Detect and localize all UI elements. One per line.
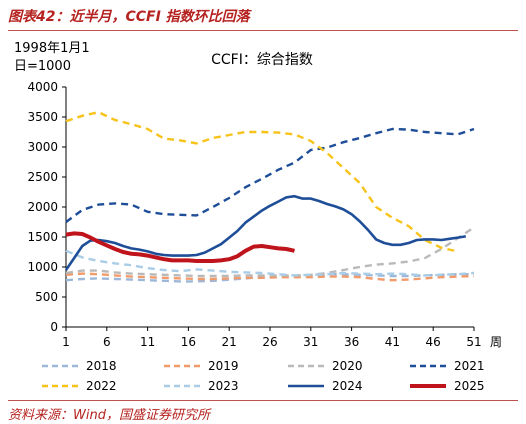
x-tick-label: 36 (344, 335, 359, 349)
legend-label-2019: 2019 (208, 359, 239, 373)
x-tick-label: 16 (181, 335, 196, 349)
x-tick-label: 26 (262, 335, 277, 349)
x-tick-label: 21 (222, 335, 237, 349)
series-line-2021 (65, 127, 475, 223)
y-tick-label: 0 (50, 320, 58, 334)
y-tick-label: 3000 (27, 140, 58, 154)
source-note: 资料来源：Wind，国盛证券研究所 (8, 408, 210, 423)
chart-title: CCFI：综合指数 (211, 52, 313, 68)
legend-label-2021: 2021 (454, 359, 485, 373)
y-tick-label: 3500 (27, 110, 58, 124)
y-tick-label: 2500 (27, 170, 58, 184)
x-tick-label: 41 (385, 335, 400, 349)
x-tick-label: 11 (140, 335, 155, 349)
y-tick-label: 1000 (27, 260, 58, 274)
series-line-2023 (65, 249, 475, 277)
chart-legend: 2018 2019 2020 2021 2022 2023 2024 2025 (42, 359, 485, 393)
legend-label-2018: 2018 (86, 359, 117, 373)
series-line-2019 (65, 272, 475, 282)
legend-label-2024: 2024 (332, 379, 363, 393)
base-note-line1: 1998年1月1 (14, 41, 90, 56)
x-tick-label: 51 (466, 335, 481, 349)
footer-rule (8, 400, 518, 401)
legend-label-2023: 2023 (208, 379, 239, 393)
series-line-2020 (65, 226, 475, 278)
x-axis-label: 周 (490, 335, 502, 349)
legend-label-2022: 2022 (86, 379, 117, 393)
y-tick-label: 1500 (27, 230, 58, 244)
chart-series-lines (64, 110, 475, 283)
legend-label-2020: 2020 (332, 359, 363, 373)
series-line-2025 (65, 231, 295, 263)
base-note-line2: 日=1000 (14, 59, 71, 74)
x-tick-label: 46 (426, 335, 441, 349)
series-line-2024 (64, 194, 466, 271)
series-line-2022 (65, 110, 458, 253)
x-tick-label: 31 (303, 335, 318, 349)
page-title: 图表42：近半月，CCFI 指数环比回落 (8, 9, 250, 25)
y-tick-label: 2000 (27, 200, 58, 214)
y-tick-label: 4000 (27, 80, 58, 94)
x-tick-label: 6 (103, 335, 111, 349)
y-tick-label: 500 (35, 290, 58, 304)
title-rule (8, 30, 518, 31)
legend-label-2025: 2025 (454, 379, 485, 393)
x-tick-label: 1 (62, 335, 70, 349)
